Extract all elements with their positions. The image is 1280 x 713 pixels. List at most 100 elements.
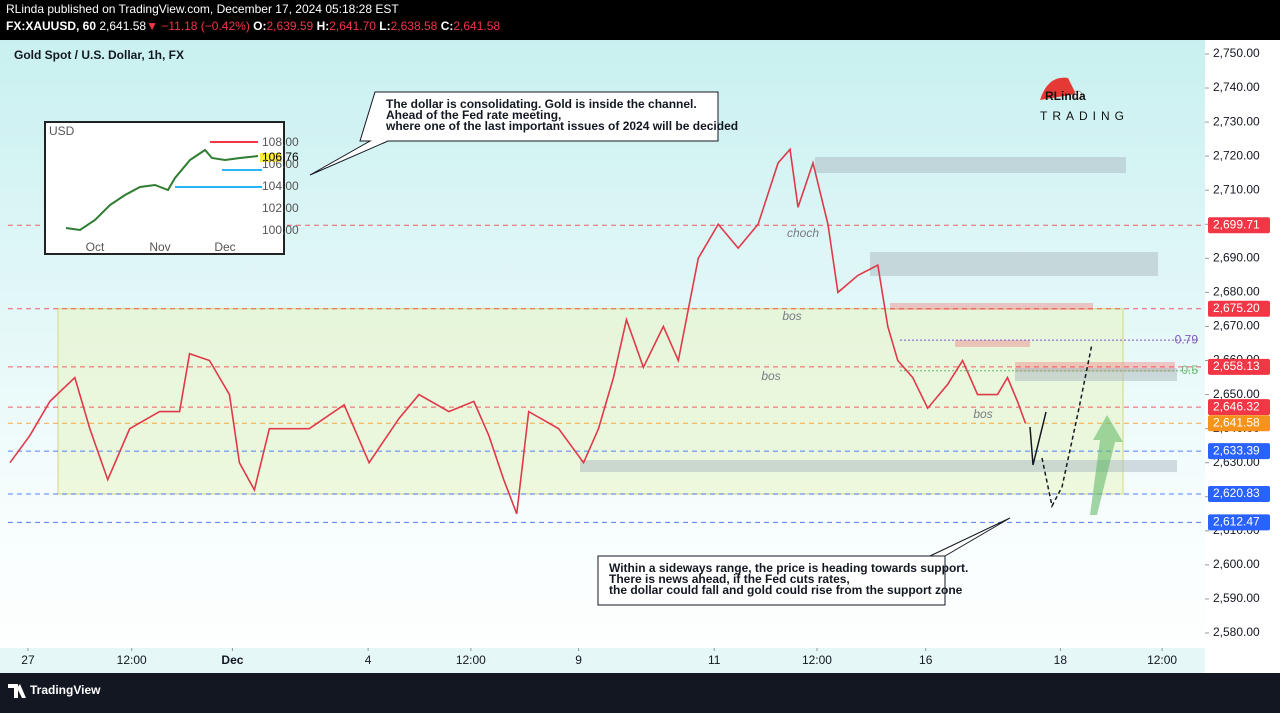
fib-label: 0.79 — [1175, 332, 1199, 346]
x-tick-label: 12:00 — [1147, 653, 1177, 667]
projection — [1041, 343, 1093, 509]
price-label: 2,620.83 — [1213, 486, 1260, 500]
projection — [1029, 411, 1047, 466]
annotation: bos — [761, 369, 780, 383]
logo-hat — [1040, 77, 1076, 100]
logo-sub: TRADING — [1040, 109, 1129, 123]
inset-month: Oct — [86, 240, 105, 254]
x-tick-label: 16 — [919, 653, 933, 667]
axis-bg — [1205, 40, 1280, 673]
callout-text: where one of the last important issues o… — [385, 119, 738, 133]
chart-layer: 2,580.002,590.002,600.002,610.002,620.00… — [8, 46, 1270, 667]
x-axis-bg — [0, 648, 1205, 673]
y-tick-label: 2,730.00 — [1213, 114, 1260, 128]
y-tick-label: 2,680.00 — [1213, 285, 1260, 299]
price-label: 2,675.20 — [1213, 301, 1260, 315]
price-label-bg — [1208, 514, 1270, 531]
y-tick-label: 2,710.00 — [1213, 182, 1260, 196]
low: 2,638.58 — [391, 19, 438, 33]
callout-text: Ahead of the Fed rate meeting, — [386, 108, 561, 122]
price-label: 2,641.58 — [1213, 415, 1260, 429]
y-tick-label: 2,740.00 — [1213, 80, 1260, 94]
y-tick-label: 2,650.00 — [1213, 387, 1260, 401]
x-tick-label: 18 — [1054, 653, 1068, 667]
publisher: RLinda published on TradingView.com, Dec… — [6, 2, 399, 16]
logo-pompom — [1073, 90, 1083, 100]
callout-box — [309, 91, 719, 176]
o-label: O: — [253, 19, 266, 33]
callouts: The dollar is consolidating. Gold is ins… — [385, 97, 968, 597]
price-label: 2,612.47 — [1213, 515, 1260, 529]
brand: TradingView — [30, 683, 101, 697]
zone — [870, 252, 1158, 276]
y-tick-label: 2,670.00 — [1213, 319, 1260, 333]
y-tick-label: 2,580.00 — [1213, 625, 1260, 639]
h-label: H: — [317, 19, 330, 33]
annotation: bos — [973, 407, 992, 421]
inset-axis: 108.00 106.00 104.00 102.00 100.00 Oct Nov Dec — [86, 135, 299, 254]
y-tick-label: 2,690.00 — [1213, 251, 1260, 265]
chart-title: Gold Spot / U.S. Dollar, 1h, FX — [14, 48, 184, 62]
inset-month: Dec — [214, 240, 235, 254]
l-label: L: — [379, 19, 390, 33]
open: 2,639.59 — [267, 19, 314, 33]
bull-arrow — [1090, 415, 1123, 515]
annotation: choch — [787, 226, 819, 240]
zone — [1015, 362, 1175, 372]
y-tick-label: 2,600.00 — [1213, 557, 1260, 571]
change: ▼ −11.18 (−0.42%) — [146, 19, 250, 33]
high: 2,641.70 — [329, 19, 376, 33]
logo-name: RLinda — [1045, 89, 1086, 103]
price-label: 2,633.39 — [1213, 443, 1260, 457]
inset-month: Nov — [149, 240, 170, 254]
x-tick-label: 12:00 — [802, 653, 832, 667]
price-label-bg — [1208, 217, 1270, 234]
price-label-bg — [1208, 443, 1270, 460]
inset-line — [65, 148, 259, 232]
y-tick-label: 2,590.00 — [1213, 591, 1260, 605]
x-tick-label: 4 — [365, 653, 372, 667]
inset-tick: 102.00 — [262, 201, 299, 215]
footer-bar — [0, 673, 1280, 708]
brand-icon — [8, 684, 26, 698]
header-bar — [0, 0, 1280, 40]
x-tick-label: 27 — [21, 653, 35, 667]
price-label-bg — [1208, 399, 1270, 416]
symbol-line: FX:XAUUSD, 60 2,641.58▼ −11.18 (−0.42%) … — [6, 19, 500, 33]
price-label-bg — [1208, 415, 1270, 432]
inset-tick: 106.00 — [262, 157, 299, 171]
x-tick-label: 9 — [575, 653, 582, 667]
zone — [815, 157, 1126, 173]
zone — [890, 303, 1093, 310]
x-tick-label: 11 — [708, 653, 721, 667]
x-tick-label: Dec — [221, 653, 243, 667]
inset-tick: 108.00 — [262, 135, 299, 149]
inset-tick: 104.00 — [262, 179, 299, 193]
price-label: 2,699.71 — [1213, 217, 1260, 231]
callout-text: There is news ahead, if the Fed cuts rat… — [609, 572, 850, 586]
inset-price: 106.76 — [262, 150, 299, 164]
price-label-bg — [1208, 300, 1270, 317]
inset-tick: 100.00 — [262, 223, 299, 237]
zone — [580, 460, 1177, 472]
symbol: FX:XAUUSD, 60 — [6, 19, 96, 33]
price-label: 2,658.13 — [1213, 359, 1260, 373]
fib-label: 0.5 — [1181, 363, 1198, 377]
x-tick-label: 12:00 — [456, 653, 486, 667]
callout-text: The dollar is consolidating. Gold is ins… — [386, 97, 697, 111]
y-tick-label: 2,720.00 — [1213, 148, 1260, 162]
callout-box — [597, 517, 1011, 606]
price-label-bg — [1208, 485, 1270, 502]
callout-text: the dollar could fall and gold could ris… — [609, 583, 963, 597]
price-label: 2,646.32 — [1213, 399, 1260, 413]
price: 2,641.58 — [99, 19, 146, 33]
c-label: C: — [441, 19, 454, 33]
callout-text: Within a sideways range, the price is he… — [609, 561, 968, 575]
close: 2,641.58 — [453, 19, 500, 33]
y-tick-label: 2,750.00 — [1213, 46, 1260, 60]
annotation: bos — [782, 309, 801, 323]
inset-title: USD — [49, 124, 75, 138]
price-line — [9, 147, 1027, 515]
